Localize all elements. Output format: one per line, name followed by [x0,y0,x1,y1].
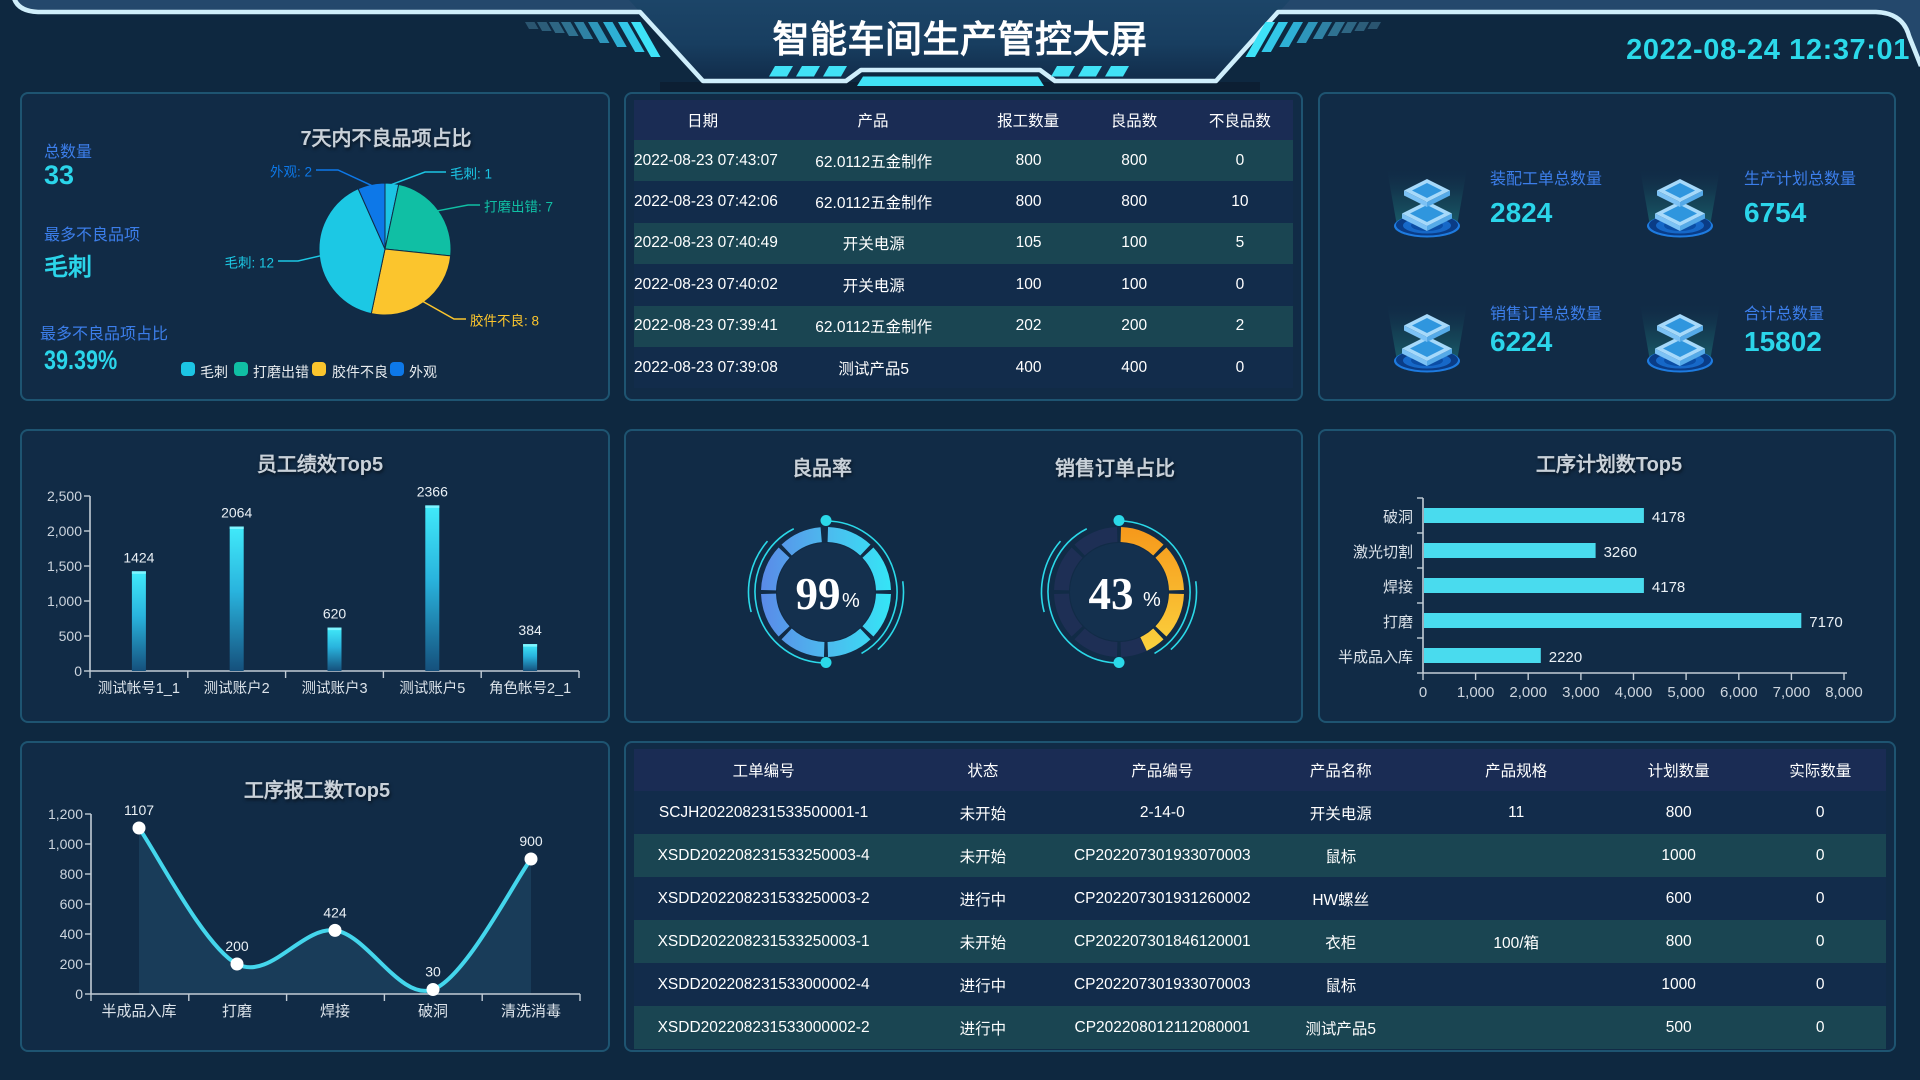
svg-text:8,000: 8,000 [1825,684,1863,701]
svg-text:0: 0 [74,663,82,679]
svg-text:6,000: 6,000 [1720,684,1758,701]
svg-text:测试账户5: 测试账户5 [399,680,465,697]
svg-text:200: 200 [225,938,249,954]
svg-text:43: 43 [1089,569,1134,619]
svg-text:激光切割: 激光切割 [1353,544,1413,561]
svg-text:测试帐号1_1: 测试帐号1_1 [98,680,180,697]
svg-text:5,000: 5,000 [1667,684,1705,701]
svg-text:30: 30 [425,964,441,980]
svg-text:打磨出错: 7: 打磨出错: 7 [484,199,553,215]
svg-text:900: 900 [519,833,543,849]
svg-text:4178: 4178 [1652,509,1685,526]
svg-text:500: 500 [59,628,83,644]
svg-text:测试账户3: 测试账户3 [301,680,367,697]
svg-text:%: % [842,590,860,612]
svg-text:毛刺: 1: 毛刺: 1 [450,167,492,182]
svg-text:半成品入库: 半成品入库 [101,1003,176,1020]
svg-text:1107: 1107 [124,802,154,818]
svg-text:4178: 4178 [1652,579,1685,596]
svg-text:424: 424 [323,904,347,920]
svg-text:焊接: 焊接 [1383,579,1413,596]
svg-text:0: 0 [1419,684,1427,701]
svg-text:半成品入库: 半成品入库 [1338,649,1413,666]
svg-text:2366: 2366 [417,483,448,499]
svg-text:2220: 2220 [1549,649,1582,666]
svg-text:2,000: 2,000 [1509,684,1547,701]
svg-text:测试账户2: 测试账户2 [204,680,270,697]
svg-text:%: % [1143,589,1161,611]
svg-text:1,200: 1,200 [48,806,83,822]
svg-text:2064: 2064 [221,505,252,521]
svg-text:角色帐号2_1: 角色帐号2_1 [489,680,571,697]
svg-text:1,000: 1,000 [1457,684,1495,701]
svg-text:外观: 2: 外观: 2 [270,165,312,180]
svg-text:400: 400 [60,926,84,942]
svg-text:打磨: 打磨 [1383,614,1413,631]
svg-text:3260: 3260 [1604,544,1637,561]
svg-text:清洗消毒: 清洗消毒 [501,1003,561,1020]
svg-text:破洞: 破洞 [1383,509,1413,526]
svg-text:胶件不良: 8: 胶件不良: 8 [470,313,539,329]
svg-text:破洞: 破洞 [418,1003,448,1020]
svg-text:焊接: 焊接 [320,1003,350,1020]
svg-text:1,000: 1,000 [48,836,83,852]
svg-text:0: 0 [75,986,83,1002]
svg-text:1,000: 1,000 [47,593,82,609]
svg-text:384: 384 [518,622,542,638]
svg-text:打磨: 打磨 [222,1003,252,1020]
svg-text:毛刺: 12: 毛刺: 12 [224,256,274,271]
svg-text:1,500: 1,500 [47,558,82,574]
svg-text:1424: 1424 [123,549,154,565]
svg-text:620: 620 [323,606,347,622]
svg-text:800: 800 [60,866,84,882]
svg-text:7,000: 7,000 [1773,684,1811,701]
svg-text:99: 99 [796,569,841,619]
svg-text:2,500: 2,500 [47,488,82,504]
svg-text:4,000: 4,000 [1615,684,1653,701]
svg-text:200: 200 [60,956,84,972]
svg-text:7170: 7170 [1809,614,1842,631]
svg-text:2,000: 2,000 [47,523,82,539]
svg-text:3,000: 3,000 [1562,684,1600,701]
svg-text:600: 600 [60,896,84,912]
